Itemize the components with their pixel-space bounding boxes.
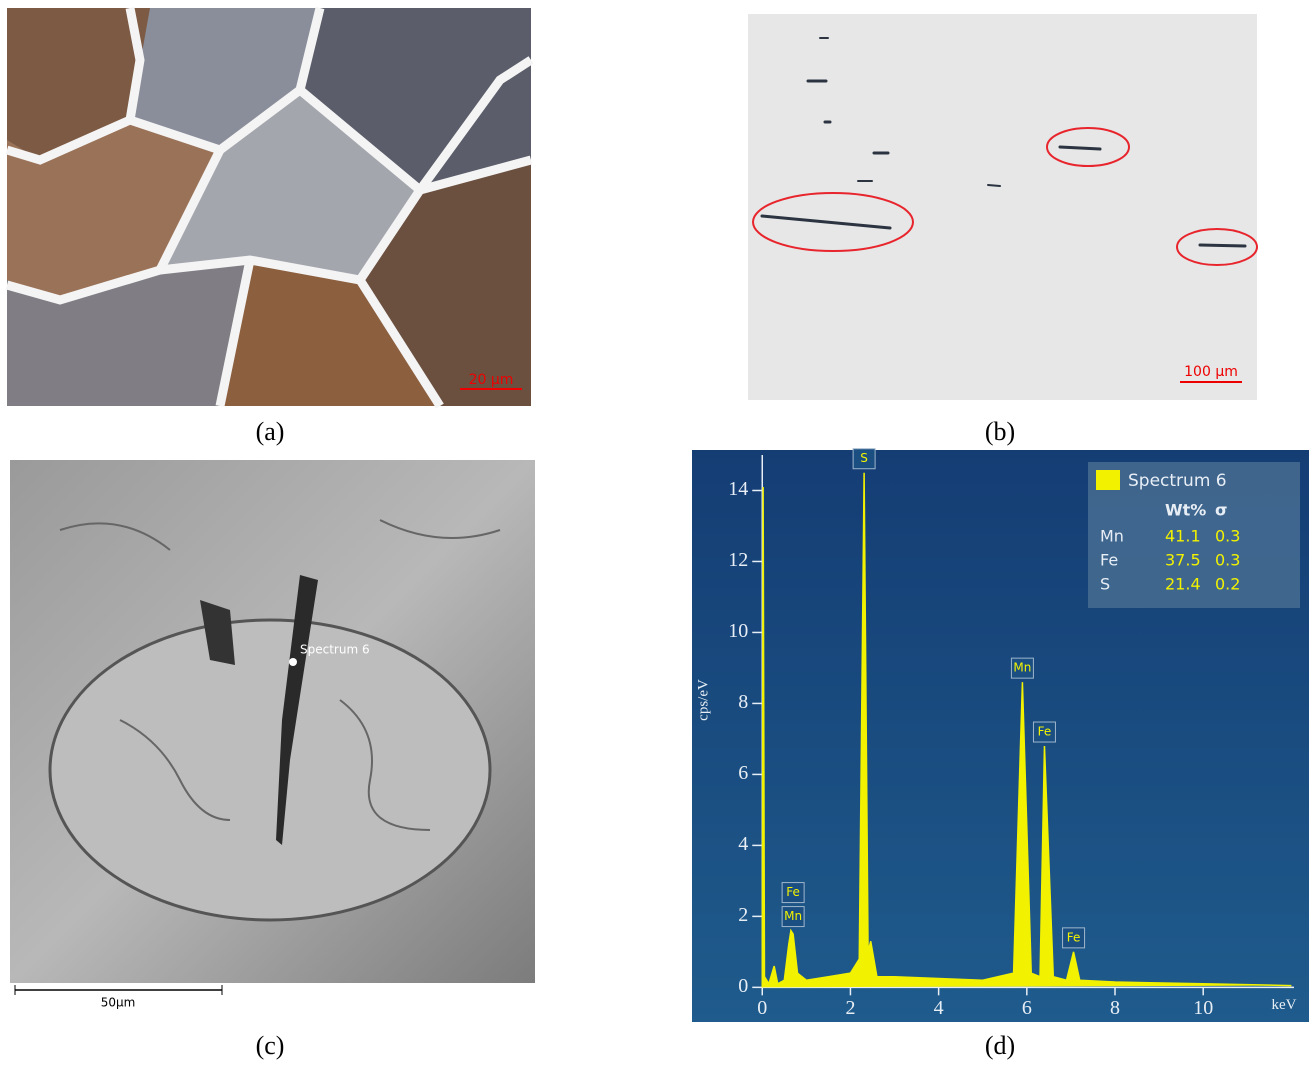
table-cell: 21.4 (1165, 575, 1201, 594)
y-tick-label: 4 (738, 833, 748, 855)
table-cell: 0.3 (1215, 527, 1240, 546)
table-cell: S (1100, 575, 1110, 594)
table-cell: 0.3 (1215, 551, 1240, 570)
y-axis-label: cps/eV (695, 679, 711, 721)
x-tick-label: 8 (1110, 997, 1120, 1019)
y-tick-label: 14 (728, 478, 748, 500)
panel-label: (b) (985, 417, 1015, 446)
peak-label: Fe (1038, 725, 1052, 739)
figure: 20 µm (a) 100 µm (b) (0, 0, 1311, 1063)
table-cell: 0.2 (1215, 575, 1240, 594)
y-tick-label: 10 (728, 620, 748, 642)
x-tick-label: 6 (1022, 997, 1032, 1019)
peak-label: Mn (1013, 661, 1031, 675)
scale-bar-label: 50µm (101, 996, 136, 1010)
legend-swatch (1096, 470, 1120, 490)
peak-label: Mn (784, 909, 802, 923)
peak-label: Fe (786, 885, 800, 899)
y-tick-label: 0 (738, 975, 748, 997)
scale-bar-label: 100 µm (1184, 364, 1238, 380)
spectrum-annotation: Spectrum 6 (300, 643, 370, 657)
legend-label: Spectrum 6 (1128, 471, 1227, 491)
panel-label: (d) (985, 1031, 1015, 1060)
page: {"panels": [ {"label": "(a)", "scale_bar… (0, 0, 1311, 1063)
table-cell: 37.5 (1165, 551, 1201, 570)
micrograph-a: 20 µm (7, 8, 531, 406)
table-header: Wt% (1165, 501, 1206, 520)
y-tick-label: 12 (728, 549, 748, 571)
x-tick-label: 2 (845, 997, 855, 1019)
micrograph-b: 100 µm (748, 14, 1257, 400)
peak-label: S (860, 451, 868, 465)
table-cell: Fe (1100, 551, 1118, 570)
y-tick-label: 6 (738, 762, 748, 784)
panel-label: (a) (256, 417, 285, 446)
y-tick-label: 2 (738, 904, 748, 926)
x-tick-label: 0 (757, 997, 767, 1019)
table-header: σ (1215, 501, 1227, 520)
x-axis-label: keV (1272, 997, 1297, 1013)
sem-image-c: Spectrum 6 (10, 460, 535, 983)
table-cell: Mn (1100, 527, 1124, 546)
y-tick-label: 8 (738, 691, 748, 713)
x-tick-label: 10 (1193, 997, 1213, 1019)
peak-label: Fe (1067, 930, 1081, 944)
x-tick-label: 4 (934, 997, 944, 1019)
panel-label: (c) (256, 1031, 285, 1060)
table-cell: 41.1 (1165, 527, 1201, 546)
scale-bar-label: 20 µm (469, 372, 514, 388)
